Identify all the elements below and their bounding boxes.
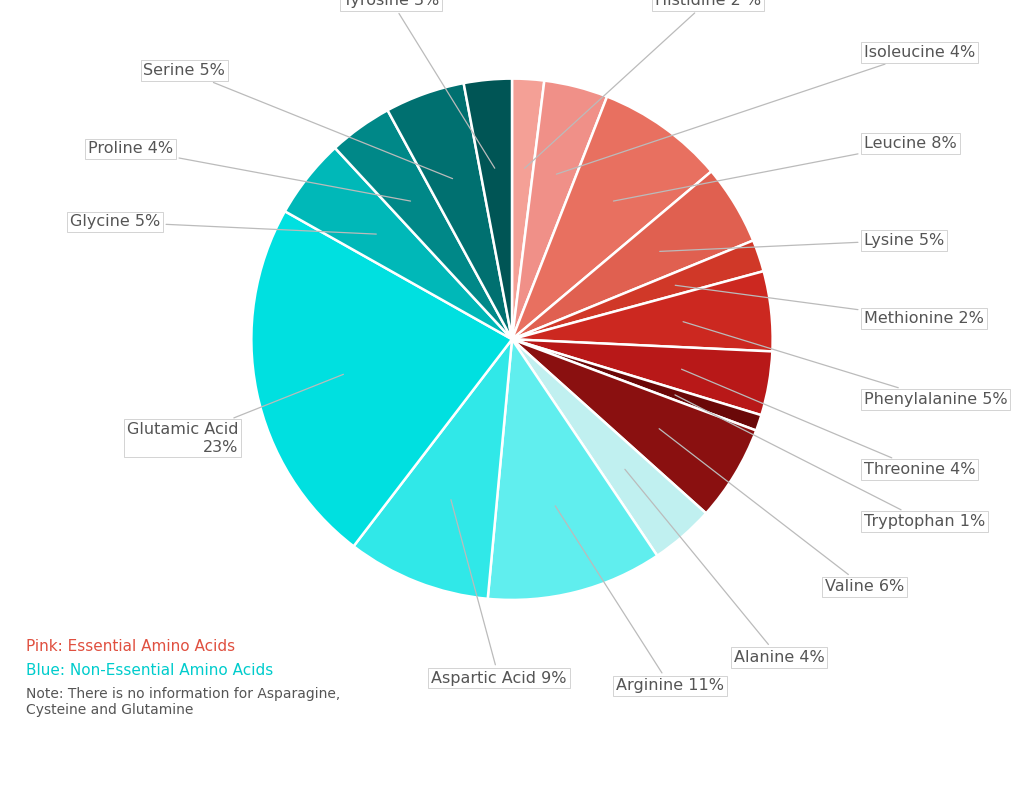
Wedge shape	[251, 211, 512, 546]
Text: Note: There is no information for Asparagine,
Cysteine and Glutamine: Note: There is no information for Aspara…	[26, 687, 340, 717]
Text: Tyrosine 3%: Tyrosine 3%	[343, 0, 495, 168]
Text: Tryptophan 1%: Tryptophan 1%	[675, 394, 985, 529]
Wedge shape	[512, 171, 754, 339]
Wedge shape	[285, 148, 512, 339]
Wedge shape	[512, 339, 762, 431]
Text: Glycine 5%: Glycine 5%	[70, 215, 376, 234]
Text: Serine 5%: Serine 5%	[143, 63, 453, 178]
Text: Aspartic Acid 9%: Aspartic Acid 9%	[431, 499, 566, 686]
Wedge shape	[512, 80, 607, 339]
Text: Threonine 4%: Threonine 4%	[682, 369, 976, 477]
Text: Blue: Non-Essential Amino Acids: Blue: Non-Essential Amino Acids	[26, 663, 272, 678]
Text: Leucine 8%: Leucine 8%	[613, 136, 956, 201]
Text: Alanine 4%: Alanine 4%	[625, 469, 824, 665]
Wedge shape	[512, 339, 756, 514]
Wedge shape	[512, 96, 712, 339]
Text: Valine 6%: Valine 6%	[659, 428, 904, 594]
Wedge shape	[512, 339, 772, 415]
Text: Pink: Essential Amino Acids: Pink: Essential Amino Acids	[26, 639, 234, 654]
Text: Glutamic Acid
23%: Glutamic Acid 23%	[127, 374, 343, 454]
Wedge shape	[512, 79, 545, 339]
Wedge shape	[464, 79, 512, 339]
Wedge shape	[353, 339, 512, 599]
Wedge shape	[512, 271, 773, 351]
Text: Proline 4%: Proline 4%	[88, 141, 411, 201]
Wedge shape	[512, 339, 707, 555]
Text: Histidine 2 %: Histidine 2 %	[524, 0, 762, 168]
Text: Arginine 11%: Arginine 11%	[555, 506, 724, 694]
Wedge shape	[387, 83, 512, 339]
Text: Isoleucine 4%: Isoleucine 4%	[556, 45, 975, 174]
Wedge shape	[335, 110, 512, 339]
Text: Methionine 2%: Methionine 2%	[675, 286, 984, 326]
Text: Phenylalanine 5%: Phenylalanine 5%	[683, 322, 1008, 406]
Wedge shape	[487, 339, 657, 600]
Text: Lysine 5%: Lysine 5%	[659, 233, 944, 252]
Wedge shape	[512, 241, 764, 339]
